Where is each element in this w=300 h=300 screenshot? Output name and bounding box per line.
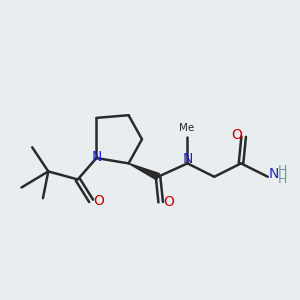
Text: O: O <box>231 128 242 142</box>
Text: N: N <box>268 167 279 181</box>
Text: N: N <box>182 152 193 167</box>
Text: H: H <box>278 173 287 186</box>
Text: O: O <box>93 194 104 208</box>
Text: N: N <box>91 150 102 164</box>
Text: O: O <box>163 195 174 209</box>
Text: H: H <box>278 164 287 177</box>
Text: Me: Me <box>178 123 194 134</box>
Polygon shape <box>129 164 160 180</box>
